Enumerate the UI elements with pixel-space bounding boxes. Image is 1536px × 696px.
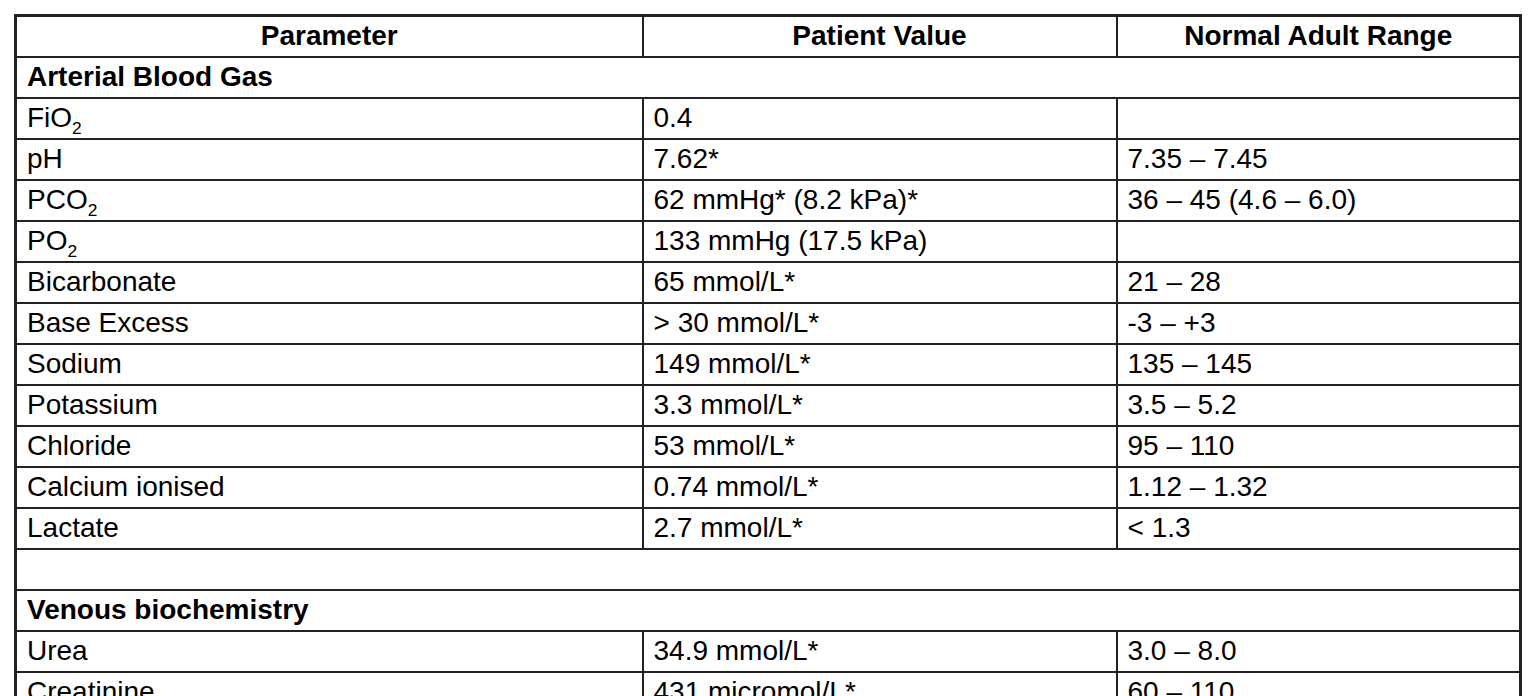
value-cell: 0.4 [643,98,1117,139]
param-cell: Base Excess [16,303,643,344]
value-cell: 2.7 mmol/L* [643,508,1117,549]
param-label: Potassium [27,389,158,420]
param-label: Calcium ionised [27,471,225,502]
section-row: Venous biochemistry [16,590,1521,631]
param-cell: Urea [16,631,643,672]
param-label: Lactate [27,512,119,543]
range-cell [1117,98,1521,139]
column-header-parameter: Parameter [16,16,643,58]
range-cell: -3 – +3 [1117,303,1521,344]
value-cell: 133 mmHg (17.5 kPa) [643,221,1117,262]
value-cell: > 30 mmol/L* [643,303,1117,344]
range-cell: 60 – 110 [1117,672,1521,696]
param-cell: PCO2 [16,180,643,221]
range-cell: < 1.3 [1117,508,1521,549]
spacer-cell [16,549,1521,590]
value-cell: 3.3 mmol/L* [643,385,1117,426]
param-cell: PO2 [16,221,643,262]
range-cell: 21 – 28 [1117,262,1521,303]
document-page: Parameter Patient Value Normal Adult Ran… [0,0,1536,696]
value-cell: 431 micromol/L* [643,672,1117,696]
range-cell: 95 – 110 [1117,426,1521,467]
column-header-normal-range: Normal Adult Range [1117,16,1521,58]
table-row: Potassium 3.3 mmol/L*3.5 – 5.2 [16,385,1521,426]
table-row: Creatinine 431 micromol/L*60 – 110 [16,672,1521,696]
param-cell: Potassium [16,385,643,426]
param-cell: Lactate [16,508,643,549]
table-row: Calcium ionised 0.74 mmol/L*1.12 – 1.32 [16,467,1521,508]
param-cell: FiO2 [16,98,643,139]
range-cell: 36 – 45 (4.6 – 6.0) [1117,180,1521,221]
param-subscript: 2 [88,200,98,220]
param-label: FiO [27,102,72,133]
param-cell: pH [16,139,643,180]
param-label: Chloride [27,430,131,461]
value-cell: 0.74 mmol/L* [643,467,1117,508]
param-label: pH [27,143,63,174]
param-cell: Sodium [16,344,643,385]
param-subscript: 2 [67,241,77,261]
param-cell: Bicarbonate [16,262,643,303]
value-cell: 34.9 mmol/L* [643,631,1117,672]
value-cell: 62 mmHg* (8.2 kPa)* [643,180,1117,221]
table-row: PCO262 mmHg* (8.2 kPa)*36 – 45 (4.6 – 6.… [16,180,1521,221]
table-row: PO2133 mmHg (17.5 kPa) [16,221,1521,262]
value-cell: 53 mmol/L* [643,426,1117,467]
table-row: Bicarbonate 65 mmol/L*21 – 28 [16,262,1521,303]
spacer-row [16,549,1521,590]
value-cell: 149 mmol/L* [643,344,1117,385]
section-label: Venous biochemistry [16,590,1521,631]
table-row: pH 7.62*7.35 – 7.45 [16,139,1521,180]
table-row: Lactate 2.7 mmol/L*< 1.3 [16,508,1521,549]
range-cell: 1.12 – 1.32 [1117,467,1521,508]
table-row: Chloride 53 mmol/L*95 – 110 [16,426,1521,467]
lab-results-table: Parameter Patient Value Normal Adult Ran… [14,14,1522,696]
range-cell: 7.35 – 7.45 [1117,139,1521,180]
range-cell: 3.5 – 5.2 [1117,385,1521,426]
param-label: PO [27,225,67,256]
section-label: Arterial Blood Gas [16,57,1521,98]
param-label: Bicarbonate [27,266,176,297]
header-row: Parameter Patient Value Normal Adult Ran… [16,16,1521,58]
param-label: Base Excess [27,307,189,338]
table-row: Urea 34.9 mmol/L*3.0 – 8.0 [16,631,1521,672]
param-label: Urea [27,635,88,666]
value-cell: 7.62* [643,139,1117,180]
table-row: FiO20.4 [16,98,1521,139]
param-label: PCO [27,184,88,215]
range-cell [1117,221,1521,262]
param-label: Sodium [27,348,122,379]
param-subscript: 2 [72,118,82,138]
param-cell: Chloride [16,426,643,467]
table-row: Base Excess > 30 mmol/L*-3 – +3 [16,303,1521,344]
table-row: Sodium 149 mmol/L*135 – 145 [16,344,1521,385]
value-cell: 65 mmol/L* [643,262,1117,303]
column-header-patient-value: Patient Value [643,16,1117,58]
range-cell: 135 – 145 [1117,344,1521,385]
section-row: Arterial Blood Gas [16,57,1521,98]
param-cell: Calcium ionised [16,467,643,508]
range-cell: 3.0 – 8.0 [1117,631,1521,672]
param-cell: Creatinine [16,672,643,696]
param-label: Creatinine [27,676,155,696]
